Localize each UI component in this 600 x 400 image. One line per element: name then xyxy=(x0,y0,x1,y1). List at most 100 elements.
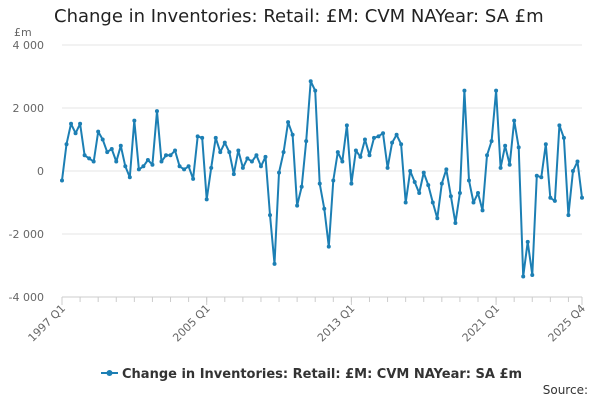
data-point[interactable] xyxy=(466,178,471,183)
data-point[interactable] xyxy=(141,164,146,169)
data-point[interactable] xyxy=(353,148,358,153)
data-point[interactable] xyxy=(78,121,83,126)
data-point[interactable] xyxy=(272,261,277,266)
data-point[interactable] xyxy=(308,79,313,84)
data-point[interactable] xyxy=(570,169,575,173)
data-point[interactable] xyxy=(222,140,227,145)
data-point[interactable] xyxy=(132,118,137,123)
data-point[interactable] xyxy=(539,175,544,180)
data-point[interactable] xyxy=(561,135,566,140)
data-point[interactable] xyxy=(182,167,187,172)
data-point[interactable] xyxy=(580,195,584,200)
data-point[interactable] xyxy=(258,164,263,169)
data-point[interactable] xyxy=(164,153,168,158)
data-point[interactable] xyxy=(426,183,431,188)
data-point[interactable] xyxy=(462,88,467,93)
data-point[interactable] xyxy=(136,167,141,172)
data-point[interactable] xyxy=(268,213,272,218)
data-point[interactable] xyxy=(408,169,413,173)
data-point[interactable] xyxy=(548,195,553,200)
data-point[interactable] xyxy=(498,165,503,170)
data-point[interactable] xyxy=(227,150,232,155)
data-point[interactable] xyxy=(299,184,304,189)
data-point[interactable] xyxy=(516,145,521,150)
data-point[interactable] xyxy=(340,159,345,164)
data-point[interactable] xyxy=(177,164,182,169)
data-point[interactable] xyxy=(399,142,404,147)
data-point[interactable] xyxy=(254,153,259,158)
data-point[interactable] xyxy=(69,121,74,126)
data-point[interactable] xyxy=(263,154,268,159)
data-point[interactable] xyxy=(277,170,282,175)
data-point[interactable] xyxy=(489,139,494,144)
data-point[interactable] xyxy=(530,272,535,277)
data-point[interactable] xyxy=(381,131,386,136)
data-point[interactable] xyxy=(394,132,399,137)
data-point[interactable] xyxy=(557,123,562,128)
data-point[interactable] xyxy=(105,150,110,155)
data-point[interactable] xyxy=(344,123,349,128)
data-point[interactable] xyxy=(435,216,440,221)
data-point[interactable] xyxy=(304,139,309,144)
data-point[interactable] xyxy=(186,164,191,169)
data-point[interactable] xyxy=(100,137,105,142)
data-point[interactable] xyxy=(430,200,435,205)
data-point[interactable] xyxy=(457,191,462,196)
data-point[interactable] xyxy=(209,165,214,170)
data-point[interactable] xyxy=(154,109,159,114)
data-point[interactable] xyxy=(87,156,92,161)
data-point[interactable] xyxy=(109,146,114,151)
data-point[interactable] xyxy=(281,150,286,155)
data-point[interactable] xyxy=(240,165,245,170)
data-point[interactable] xyxy=(349,181,354,186)
data-point[interactable] xyxy=(114,159,119,164)
data-point[interactable] xyxy=(286,120,291,125)
data-point[interactable] xyxy=(60,178,64,183)
data-point[interactable] xyxy=(200,135,205,140)
data-point[interactable] xyxy=(385,165,390,170)
data-point[interactable] xyxy=(326,244,331,249)
data-point[interactable] xyxy=(525,239,530,244)
data-point[interactable] xyxy=(507,162,512,167)
data-point[interactable] xyxy=(295,203,300,208)
data-point[interactable] xyxy=(159,159,164,164)
data-point[interactable] xyxy=(96,129,101,134)
data-point[interactable] xyxy=(376,134,381,139)
data-point[interactable] xyxy=(412,180,417,185)
data-point[interactable] xyxy=(453,220,458,225)
data-point[interactable] xyxy=(358,154,363,159)
data-point[interactable] xyxy=(213,135,218,140)
data-point[interactable] xyxy=(317,181,322,186)
data-point[interactable] xyxy=(444,167,449,172)
data-point[interactable] xyxy=(471,200,476,205)
data-point[interactable] xyxy=(231,172,236,177)
data-point[interactable] xyxy=(521,274,526,279)
data-point[interactable] xyxy=(249,159,254,164)
data-point[interactable] xyxy=(245,156,250,161)
data-point[interactable] xyxy=(485,153,490,158)
data-point[interactable] xyxy=(512,118,517,123)
data-point[interactable] xyxy=(91,159,96,164)
data-point[interactable] xyxy=(448,194,453,199)
data-point[interactable] xyxy=(150,162,155,167)
data-point[interactable] xyxy=(534,173,539,178)
data-point[interactable] xyxy=(145,157,150,162)
data-point[interactable] xyxy=(335,150,340,155)
data-point[interactable] xyxy=(362,137,367,142)
legend[interactable]: Change in Inventories: Retail: £M: CVM N… xyxy=(101,367,522,382)
data-point[interactable] xyxy=(290,132,295,137)
data-point[interactable] xyxy=(82,153,87,158)
data-point[interactable] xyxy=(476,191,480,196)
data-point[interactable] xyxy=(552,198,557,203)
data-point[interactable] xyxy=(439,181,444,186)
data-point[interactable] xyxy=(372,135,376,140)
data-point[interactable] xyxy=(403,200,408,205)
data-point[interactable] xyxy=(123,164,128,169)
data-point[interactable] xyxy=(236,148,241,153)
data-point[interactable] xyxy=(421,170,426,175)
data-point[interactable] xyxy=(503,143,508,148)
data-point[interactable] xyxy=(575,159,580,164)
data-point[interactable] xyxy=(494,88,499,93)
data-point[interactable] xyxy=(390,140,395,145)
data-point[interactable] xyxy=(218,150,223,155)
